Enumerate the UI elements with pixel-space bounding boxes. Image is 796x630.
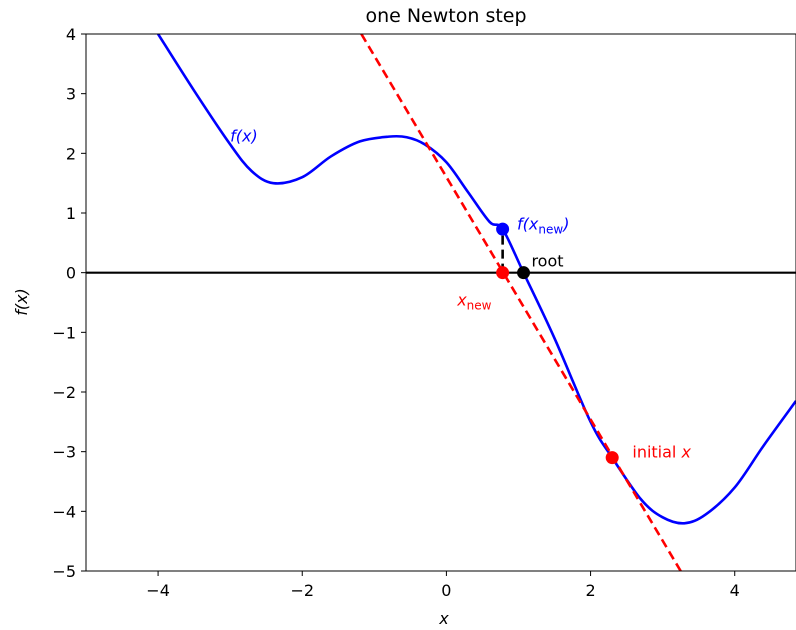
y-tick-label: 2 [66,144,76,163]
y-tick-label: −2 [52,383,76,402]
y-tick-label: 4 [66,25,76,44]
chart-title: one Newton step [365,5,526,27]
y-tick-label: −5 [52,562,76,581]
fx-curve-label: f(x) [230,126,258,145]
root-label: root [531,252,563,271]
annotations: f(x) f(xnew) root xnew initial x [230,126,691,461]
x-tick-label: −2 [290,581,314,600]
f-x-new-point [496,222,510,236]
series-line-f-x- [156,34,796,525]
x-tick-label: 2 [585,581,595,600]
initial-x-point [605,451,619,465]
y-tick-label: 1 [66,204,76,223]
x-new-point [496,266,510,280]
plot-area [86,34,796,571]
x-axis-label: x [438,609,449,628]
y-axis-label: f(x) [12,288,31,316]
y-tick-label: −4 [52,502,76,521]
x-tick-label: −4 [146,581,170,600]
plot-frame [85,33,796,572]
fx-new-label: f(xnew) [517,215,569,237]
x-new-label: xnew [456,291,491,313]
root-point [517,266,531,280]
x-axis-ticks: −4 −2 0 2 4 [146,571,740,600]
y-tick-label: −1 [52,323,76,342]
y-tick-label: 3 [66,85,76,104]
initial-x-label: initial x [632,443,691,462]
y-axis-ticks: −5 −4 −3 −2 −1 0 1 2 3 4 [52,25,86,581]
y-tick-label: −3 [52,443,76,462]
series-line-tangent [360,34,682,571]
x-tick-label: 0 [441,581,451,600]
x-tick-label: 4 [730,581,740,600]
y-tick-label: 0 [66,264,76,283]
